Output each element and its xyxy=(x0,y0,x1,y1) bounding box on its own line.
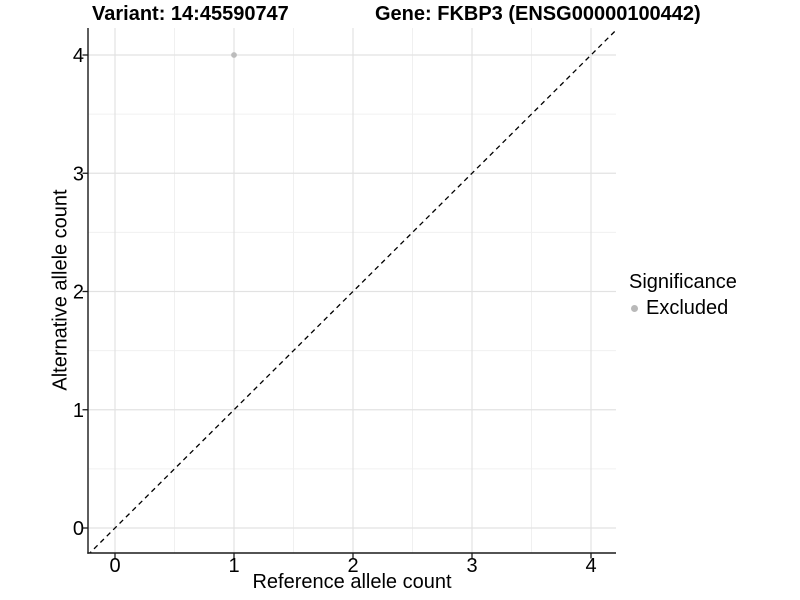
x-tick-label: 1 xyxy=(228,555,239,577)
legend-title: Significance xyxy=(629,271,737,293)
plot-title-variant: Variant: 14:45590747 xyxy=(92,3,289,25)
y-tick-label: 2 xyxy=(73,282,84,304)
x-tick-label: 3 xyxy=(466,555,477,577)
x-tick-label: 2 xyxy=(347,555,358,577)
y-tick-label: 4 xyxy=(73,45,84,67)
x-axis-title: Reference allele count xyxy=(252,571,452,593)
legend-item-label: Excluded xyxy=(646,297,729,319)
legend-item-excluded: Excluded xyxy=(629,297,737,320)
y-tick-label: 0 xyxy=(73,518,84,540)
legend: Significance Excluded xyxy=(629,271,737,320)
excluded-marker-icon xyxy=(631,305,638,312)
y-tick-label: 3 xyxy=(73,163,84,185)
y-axis-title: Alternative allele count xyxy=(49,189,72,391)
y-tick-label: 1 xyxy=(73,400,84,422)
plot-title-gene: Gene: FKBP3 (ENSG00000100442) xyxy=(375,3,701,25)
x-tick-label: 4 xyxy=(585,555,596,577)
x-tick-label: 0 xyxy=(109,555,120,577)
identity-dashed-line xyxy=(88,29,616,553)
data-point xyxy=(231,52,237,58)
